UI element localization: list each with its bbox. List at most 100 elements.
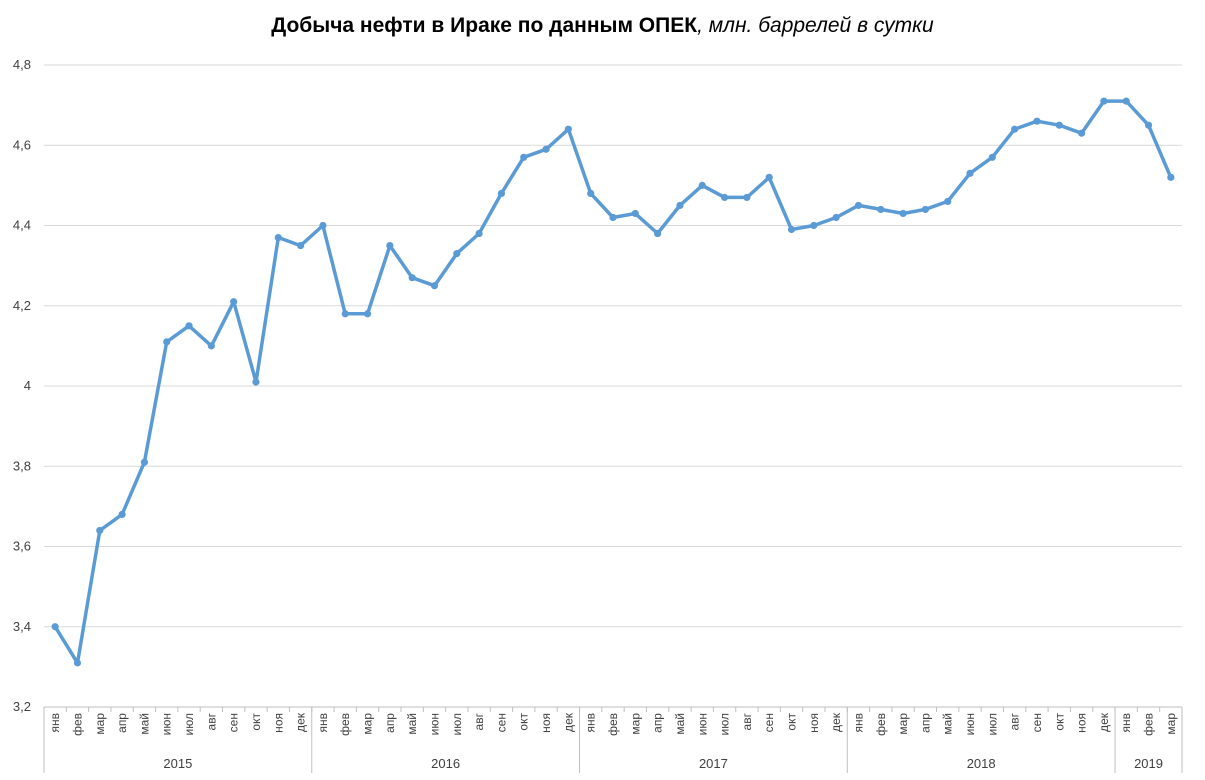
chart-title-unit: , млн. баррелей в сутки	[697, 14, 934, 37]
y-tick-label: 3,4	[13, 619, 31, 634]
x-tick-label: окт	[1052, 713, 1066, 731]
x-tick-label: июн	[695, 713, 709, 735]
data-point	[386, 241, 394, 250]
x-tick-label: мар	[1164, 713, 1178, 735]
gridlines	[44, 64, 1182, 708]
data-point	[944, 197, 952, 206]
x-tick-label: июл	[182, 713, 196, 735]
data-point	[207, 342, 215, 350]
x-tick-label: мар	[896, 713, 910, 735]
data-point	[921, 205, 929, 214]
data-point	[1122, 97, 1130, 105]
year-label: 2019	[1134, 756, 1163, 771]
data-point	[988, 153, 996, 161]
y-tick-label: 3,6	[13, 539, 31, 554]
x-axis: янв фев мар апр май июн июл авг сен окт ноя дек янв ф…	[43, 706, 1183, 773]
data-point	[475, 229, 483, 238]
data-point	[698, 181, 706, 189]
data-point	[252, 378, 260, 386]
x-tick-label: июн	[963, 713, 977, 735]
data-point	[297, 241, 305, 250]
y-tick-label: 4,8	[13, 57, 31, 72]
y-tick-label: 4,6	[13, 137, 31, 152]
data-point	[1033, 117, 1041, 125]
data-point	[1167, 173, 1175, 181]
x-tick-label: сен	[227, 713, 241, 732]
x-tick-label: май	[137, 713, 151, 735]
data-point	[274, 233, 282, 242]
x-tick-label: авг	[1008, 712, 1022, 730]
x-tick-label: янв	[48, 713, 62, 733]
x-tick-label: май	[673, 713, 687, 735]
x-tick-label: янв	[584, 713, 598, 733]
x-tick-label: июн	[427, 713, 441, 735]
data-point	[1011, 125, 1019, 133]
data-point	[854, 201, 863, 210]
data-point	[453, 249, 461, 258]
data-point	[832, 213, 840, 222]
x-tick-label: окт	[249, 713, 263, 731]
data-point	[319, 221, 327, 230]
data-point	[1055, 121, 1063, 129]
x-tick-label: май	[941, 713, 955, 735]
x-tick-label: янв	[851, 713, 865, 733]
x-tick-label: фев	[1142, 713, 1156, 736]
x-tick-label: сен	[1030, 713, 1044, 732]
data-point	[163, 338, 171, 346]
x-tick-label: дек	[829, 712, 843, 732]
data-point	[966, 169, 974, 177]
data-point	[497, 189, 506, 197]
x-tick-label: июл	[450, 713, 464, 735]
data-point	[185, 322, 193, 330]
x-tick-label: авг	[740, 712, 754, 730]
x-tick-label: май	[405, 713, 419, 735]
year-label: 2015	[163, 756, 192, 771]
x-tick-label: сен	[762, 713, 776, 732]
x-tick-label: фев	[606, 713, 620, 736]
x-tick-label: ноя	[539, 713, 553, 733]
x-tick-label: окт	[517, 713, 531, 731]
x-tick-label: мар	[361, 713, 375, 735]
data-point	[73, 659, 82, 667]
year-label: 2017	[699, 756, 728, 771]
x-tick-label: дек	[561, 712, 575, 732]
data-point	[765, 173, 773, 181]
y-tick-label: 3,8	[13, 458, 31, 473]
data-point	[520, 153, 528, 161]
x-tick-label: фев	[874, 713, 888, 736]
x-tick-label: фев	[70, 713, 84, 736]
x-tick-label: апр	[918, 713, 932, 733]
data-point	[810, 221, 818, 230]
data-point	[363, 310, 372, 318]
y-tick-label: 4	[24, 378, 31, 393]
y-axis: 4,8 4,6 4,4 4,2 4 3,8 3,6 3,4 3,2	[13, 57, 31, 714]
data-point	[877, 205, 885, 214]
x-tick-label: дек	[294, 712, 308, 732]
y-tick-label: 3,2	[13, 699, 31, 714]
chart-title-main: Добыча нефти в Ираке по данным ОПЕК	[271, 14, 698, 37]
x-tick-label: ноя	[807, 713, 821, 733]
x-tick-label: фев	[338, 713, 352, 736]
x-tick-label: янв	[316, 713, 330, 733]
x-tick-label: ноя	[1075, 713, 1089, 733]
x-tick-label: июл	[985, 713, 999, 735]
data-point	[1077, 129, 1086, 137]
x-tick-label: авг	[204, 712, 218, 730]
data-point	[118, 510, 126, 518]
data-point	[230, 298, 238, 306]
x-tick-label: дек	[1097, 712, 1111, 732]
data-point	[430, 282, 439, 290]
x-tick-label: апр	[651, 713, 665, 733]
data-point	[96, 526, 104, 535]
x-tick-label: апр	[383, 713, 397, 733]
data-point	[587, 189, 595, 197]
x-tick-label: апр	[115, 713, 129, 733]
data-point	[787, 225, 796, 234]
year-label: 2018	[967, 756, 996, 771]
year-label: 2016	[431, 756, 460, 771]
chart-title: Добыча нефти в Ираке по данным ОПЕК, млн…	[0, 14, 1205, 38]
data-point	[51, 623, 59, 631]
x-tick-label: янв	[1119, 713, 1133, 733]
y-tick-label: 4,4	[13, 218, 31, 233]
